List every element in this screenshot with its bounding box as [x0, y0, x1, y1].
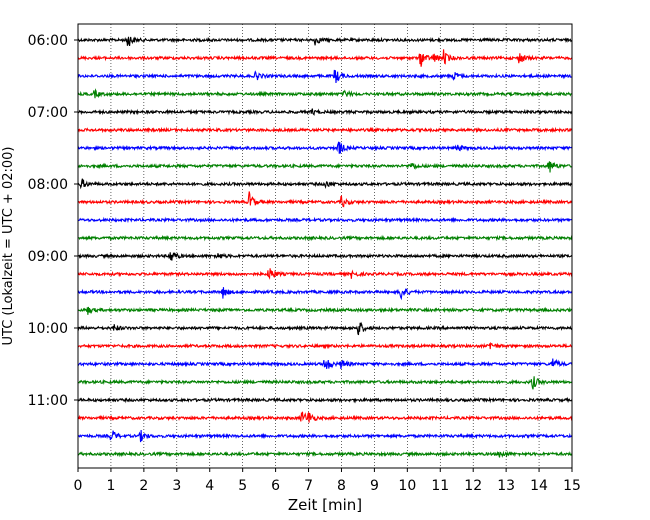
y-tick-label: 09:00	[28, 249, 68, 265]
x-tick-label: 4	[205, 478, 214, 494]
seismic-trace-0845	[77, 234, 573, 242]
x-tick-label: 10	[398, 478, 416, 494]
x-tick-label: 13	[497, 478, 515, 494]
seismic-trace-0830	[77, 216, 573, 224]
seismic-trace-0730	[77, 141, 573, 154]
x-tick-label: 14	[530, 478, 548, 494]
seismic-trace-1130	[77, 430, 573, 443]
x-axis: 0 1 2 3 4 5 6 7 8 9 10 11 12 13 14 15	[74, 468, 581, 494]
x-tick-label: 12	[464, 478, 482, 494]
seismic-trace-1030	[77, 358, 573, 369]
x-tick-label: 7	[304, 478, 313, 494]
x-tick-label: 9	[370, 478, 379, 494]
y-tick-label: 08:00	[28, 177, 68, 193]
y-tick-label: 10:00	[28, 321, 68, 337]
seismic-trace-0915	[77, 268, 573, 280]
seismic-trace-1000	[77, 321, 573, 336]
plot-frame	[77, 23, 573, 469]
y-tick-label: 07:00	[28, 105, 68, 121]
x-tick-label: 8	[337, 478, 346, 494]
seismic-trace-1015	[77, 341, 573, 350]
seismic-trace-0630	[77, 69, 573, 83]
seismic-trace-0930	[77, 287, 573, 301]
x-tick-label: 5	[238, 478, 247, 494]
seismic-trace-0615	[77, 49, 573, 67]
seismic-trace-0815	[77, 191, 573, 208]
x-tick-label: 2	[139, 478, 148, 494]
seismic-trace-0945	[77, 306, 573, 315]
seismic-trace-0645	[77, 88, 573, 99]
x-tick-label: 11	[431, 478, 449, 494]
seismic-trace-0745	[77, 161, 573, 173]
y-tick-label: 11:00	[28, 393, 68, 409]
x-tick-label: 6	[271, 478, 280, 494]
seismic-trace-0900	[77, 252, 573, 261]
x-axis-label: Zeit [min]	[288, 496, 362, 514]
x-tick-label: 15	[563, 478, 581, 494]
seismic-trace-1100	[77, 396, 573, 404]
seismic-traces	[77, 36, 573, 458]
y-axis-label: UTC (Lokalzeit = UTC + 02:00)	[1, 147, 16, 346]
seismic-trace-1045	[77, 376, 573, 390]
seismic-trace-0800	[77, 178, 573, 190]
seismic-trace-1115	[77, 411, 573, 423]
seismic-trace-1145	[77, 450, 573, 458]
y-tick-label: 06:00	[28, 33, 68, 49]
x-tick-label: 0	[74, 478, 83, 494]
x-tick-label: 1	[106, 478, 115, 494]
seismic-trace-0715	[77, 126, 573, 134]
y-axis: 06:00 07:00 08:00 09:00 10:00 11:00	[28, 33, 78, 409]
seismic-trace-0700	[77, 108, 573, 116]
plot-area	[78, 24, 572, 468]
x-tick-label: 3	[172, 478, 181, 494]
seismic-trace-0600	[77, 36, 573, 47]
